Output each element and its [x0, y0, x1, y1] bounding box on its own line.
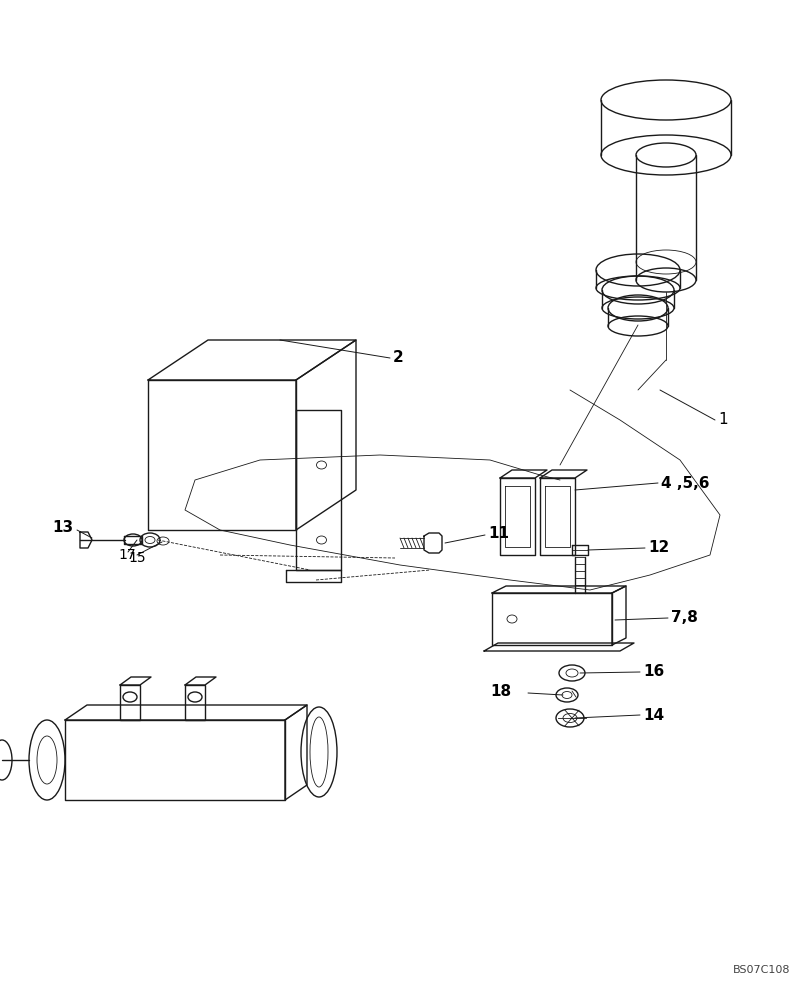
Text: 18: 18: [489, 684, 510, 700]
Text: 15: 15: [128, 551, 145, 565]
Text: 11: 11: [487, 526, 508, 542]
Text: 14: 14: [642, 708, 663, 722]
Text: 2: 2: [393, 351, 403, 365]
Bar: [185, 685, 204, 720]
Text: BS07C108: BS07C108: [732, 965, 789, 975]
Text: 13: 13: [52, 520, 73, 536]
Text: 12: 12: [647, 540, 668, 554]
Text: 7,8: 7,8: [670, 610, 697, 626]
Text: 1: 1: [717, 412, 727, 428]
Text: 16: 16: [642, 664, 663, 680]
Bar: [120, 685, 139, 720]
Text: 4 ,5,6: 4 ,5,6: [660, 476, 709, 490]
Text: 17: 17: [118, 548, 135, 562]
